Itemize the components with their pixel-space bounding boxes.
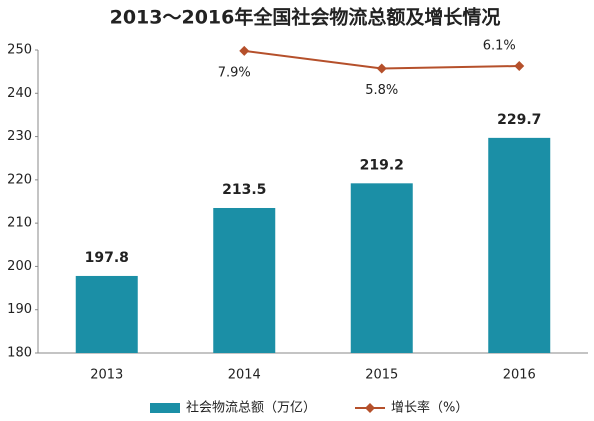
line-value-label: 7.9% — [218, 65, 251, 80]
line-marker — [514, 60, 525, 71]
y-tick-label: 190 — [7, 302, 32, 317]
value-label: 213.5 — [222, 182, 266, 198]
legend-marker — [365, 403, 375, 413]
value-label: 197.8 — [85, 250, 129, 266]
y-tick-label: 220 — [7, 172, 32, 187]
bar — [213, 207, 276, 353]
y-tick-label: 200 — [7, 259, 32, 274]
x-tick-label: 2015 — [365, 368, 398, 383]
line-value-label: 6.1% — [483, 38, 516, 53]
value-label: 229.7 — [497, 112, 541, 128]
y-tick-label: 210 — [7, 216, 32, 231]
value-label: 219.2 — [360, 157, 404, 173]
line-marker — [239, 45, 250, 56]
line-value-label: 5.8% — [365, 83, 398, 98]
y-tick-label: 180 — [7, 346, 32, 361]
x-tick-label: 2013 — [90, 368, 123, 383]
y-tick-label: 250 — [7, 43, 32, 58]
y-tick-label: 240 — [7, 86, 32, 101]
bar — [488, 137, 551, 353]
bar — [75, 275, 138, 353]
x-tick-label: 2016 — [503, 368, 536, 383]
x-tick-label: 2014 — [228, 368, 261, 383]
bar — [350, 183, 413, 353]
legend-swatch — [150, 403, 180, 413]
legend-label: 增长率（%） — [391, 400, 468, 416]
line-marker — [376, 63, 387, 74]
y-tick-label: 230 — [7, 129, 32, 144]
legend-label: 社会物流总额（万亿） — [186, 400, 316, 416]
chart-title: 2013～2016年全国社会物流总额及增长情况 — [110, 6, 501, 29]
